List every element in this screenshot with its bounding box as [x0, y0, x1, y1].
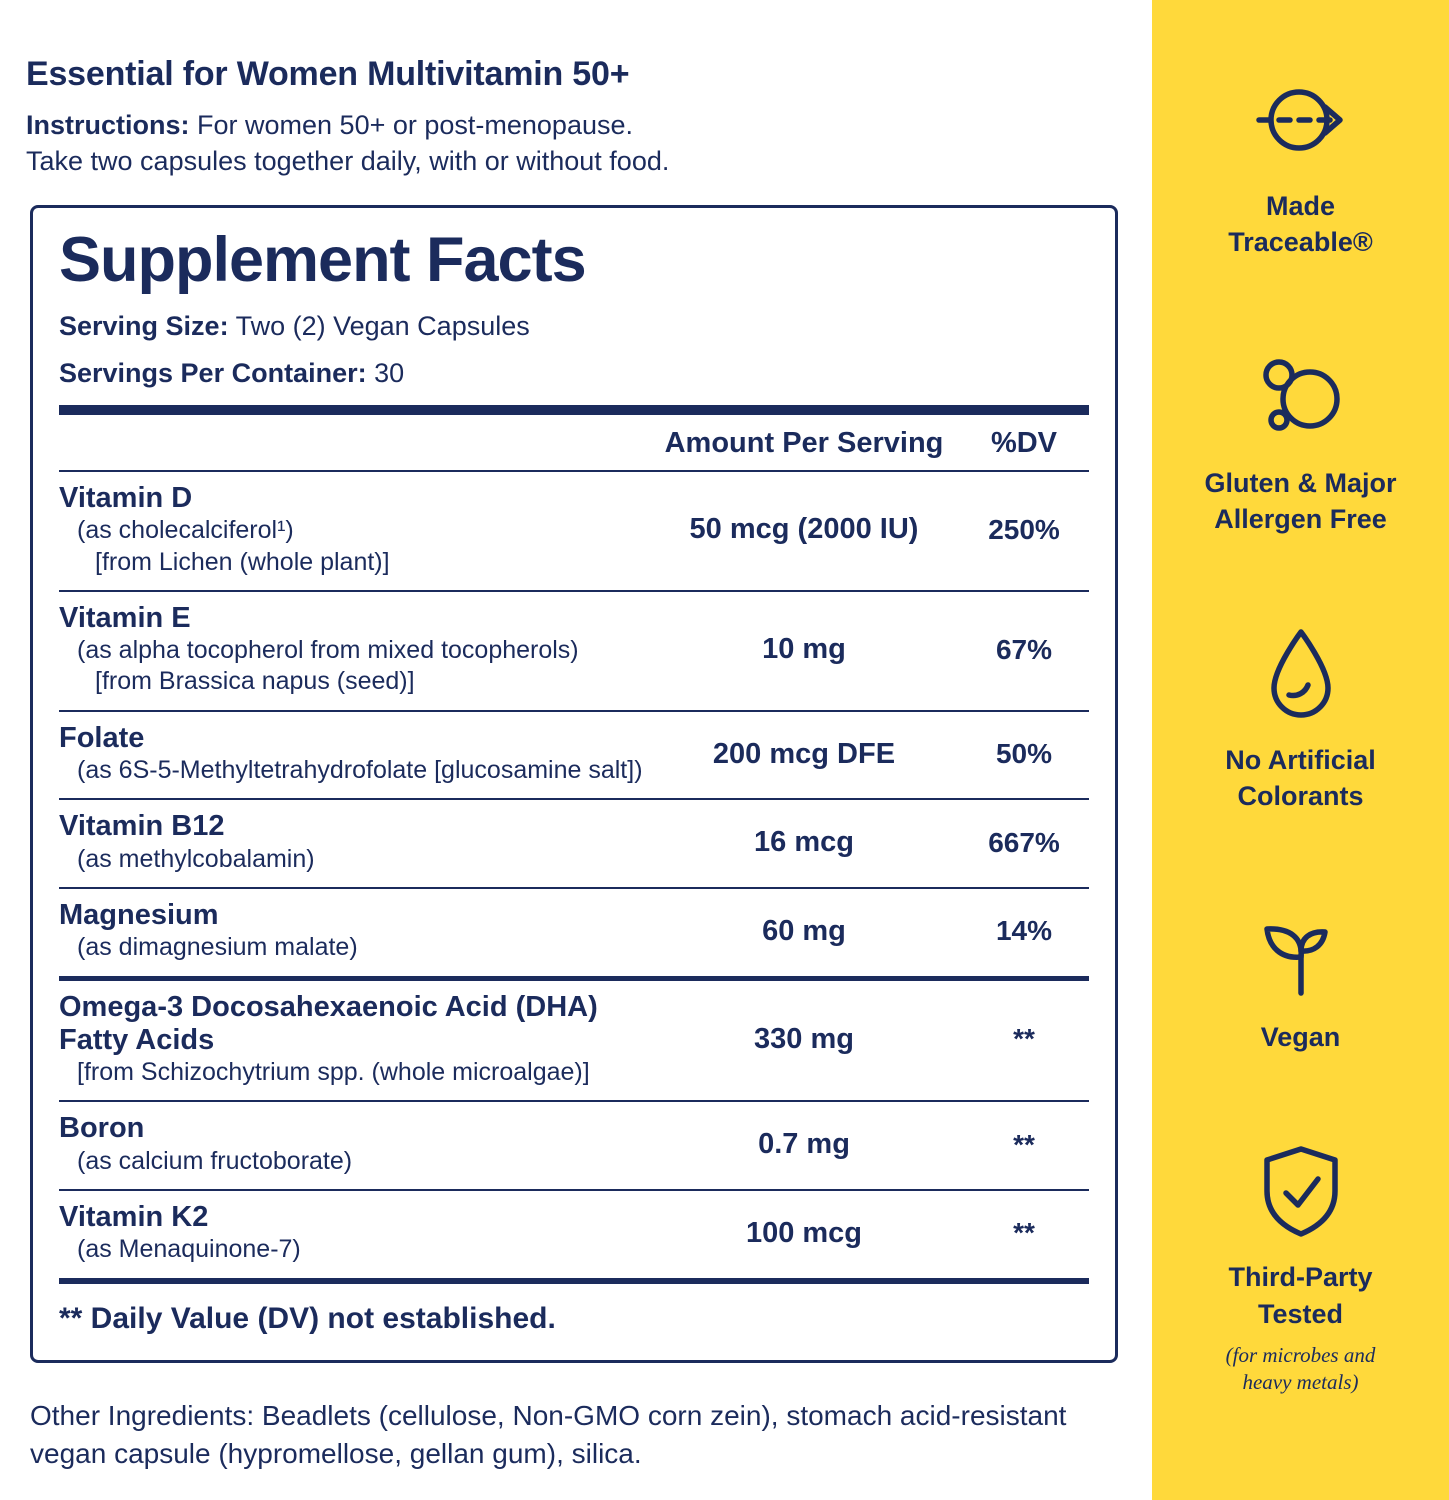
badge-note: (for microbes and heavy metals)	[1225, 1342, 1376, 1395]
amount-per-serving: 60 mg	[762, 914, 846, 947]
badge-made-traceable: Made Traceable®	[1196, 70, 1406, 261]
table-row: Vitamin E (as alpha tocopherol from mixe…	[59, 592, 1089, 712]
daily-value: **	[1013, 1217, 1035, 1249]
nutrient-name: Boron	[59, 1112, 145, 1145]
table-row: Vitamin D (as cholecalciferol¹) [from Li…	[59, 472, 1089, 592]
dv-footnote: ** Daily Value (DV) not established.	[59, 1301, 556, 1335]
nutrient-source: (as cholecalciferol¹)	[77, 516, 294, 545]
divider-thick-bar	[59, 405, 1089, 416]
nutrient-source: (as methylcobalamin)	[77, 844, 315, 873]
nutrient-name: Magnesium	[59, 898, 219, 931]
amount-per-serving: 10 mg	[762, 633, 846, 666]
serving-size-line: Serving Size: Two (2) Vegan Capsules	[59, 310, 1089, 342]
leaf-icon	[1251, 901, 1351, 1001]
nutrient-source: (as dimagnesium malate)	[77, 933, 358, 962]
table-row: Vitamin K2 (as Menaquinone-7) 100 mcg **	[59, 1191, 1089, 1284]
nutrient-info: Vitamin D (as cholecalciferol¹) [from Li…	[59, 482, 649, 578]
other-ingredients-text: Other Ingredients: Beadlets (cellulose, …	[30, 1399, 1067, 1470]
supplement-facts-title: Supplement Facts	[59, 225, 587, 296]
claims-sidebar: Made Traceable® Gluten & Major Allergen …	[1152, 0, 1449, 1500]
instructions-line1: For women 50+ or post-menopause.	[189, 110, 633, 140]
badge-label: Vegan	[1260, 1021, 1341, 1052]
daily-value: 14%	[995, 915, 1053, 947]
nutrient-origin: [from Lichen (whole plant)]	[95, 547, 390, 576]
amount-per-serving: 50 mcg (2000 IU)	[689, 513, 919, 546]
nutrient-source: (as 6S-5-Methyltetrahydrofolate [glucosa…	[77, 756, 643, 785]
nutrient-origin: [from Brassica napus (seed)]	[95, 667, 415, 696]
nutrient-name: Vitamin K2	[59, 1201, 209, 1234]
nutrient-name: Omega-3 Docosahexaenoic Acid (DHA) Fatty…	[59, 990, 598, 1056]
servings-per-container-line: Servings Per Container: 30	[59, 357, 1089, 389]
traceable-icon	[1251, 70, 1351, 170]
daily-value: 67%	[995, 633, 1053, 665]
table-row: Omega-3 Docosahexaenoic Acid (DHA) Fatty…	[59, 981, 1089, 1103]
badge-no-artificial-colorants: No Artificial Colorants	[1196, 624, 1406, 815]
nutrient-name: Folate	[59, 721, 145, 754]
amount-per-serving: 100 mcg	[745, 1216, 863, 1249]
badge-label: Third-Party Tested	[1228, 1262, 1373, 1329]
nutrient-info: Vitamin B12 (as methylcobalamin)	[59, 810, 649, 875]
facts-header-row: Amount Per Serving %DV	[59, 415, 1089, 473]
supplement-facts-panel: Supplement Facts Serving Size: Two (2) V…	[30, 205, 1118, 1363]
nutrient-name: Vitamin E	[59, 601, 191, 634]
badge-third-party-tested: Third-Party Tested (for microbes and hea…	[1196, 1141, 1406, 1396]
nutrient-source: (as alpha tocopherol from mixed tocopher…	[77, 636, 579, 665]
amount-per-serving: 16 mcg	[754, 826, 854, 859]
daily-value: **	[1013, 1128, 1035, 1160]
nutrient-name: Vitamin B12	[59, 810, 225, 843]
nutrient-info: Boron (as calcium fructoborate)	[59, 1112, 649, 1177]
table-row: Vitamin B12 (as methylcobalamin) 16 mcg …	[59, 800, 1089, 889]
badge-label: Gluten & Major Allergen Free	[1204, 467, 1397, 535]
instructions-text: Instructions: For women 50+ or post-meno…	[26, 108, 1132, 179]
main-content: Essential for Women Multivitamin 50+ Ins…	[26, 55, 1132, 1470]
amount-per-serving: 330 mg	[754, 1022, 854, 1055]
daily-value: 667%	[988, 826, 1060, 858]
column-header-amount: Amount Per Serving	[664, 427, 944, 460]
badge-label: Made Traceable®	[1228, 191, 1373, 258]
allergen-free-icon	[1251, 347, 1351, 447]
table-row: Magnesium (as dimagnesium malate) 60 mg …	[59, 889, 1089, 981]
instructions-label: Instructions:	[26, 110, 190, 140]
droplet-icon	[1251, 624, 1351, 724]
table-row: Folate (as 6S-5-Methyltetrahydrofolate […	[59, 712, 1089, 801]
daily-value: **	[1013, 1023, 1035, 1055]
badge-vegan: Vegan	[1196, 901, 1406, 1055]
servings-per-container-label: Servings Per Container:	[59, 357, 367, 388]
daily-value: 250%	[988, 513, 1060, 545]
nutrient-info: Omega-3 Docosahexaenoic Acid (DHA) Fatty…	[59, 991, 649, 1089]
nutrient-name: Vitamin D	[59, 482, 193, 515]
nutrient-info: Magnesium (as dimagnesium malate)	[59, 899, 649, 964]
badge-allergen-free: Gluten & Major Allergen Free	[1196, 347, 1406, 538]
serving-size-value: Two (2) Vegan Capsules	[228, 311, 530, 342]
instructions-line2: Take two capsules together daily, with o…	[26, 145, 670, 176]
nutrient-info: Folate (as 6S-5-Methyltetrahydrofolate […	[59, 722, 649, 787]
badge-label: No Artificial Colorants	[1225, 744, 1376, 812]
nutrient-info: Vitamin K2 (as Menaquinone-7)	[59, 1201, 649, 1266]
nutrient-source: (as Menaquinone-7)	[77, 1235, 301, 1264]
product-title: Essential for Women Multivitamin 50+	[26, 55, 630, 93]
nutrient-source: [from Schizochytrium spp. (whole microal…	[77, 1058, 590, 1087]
amount-per-serving: 0.7 mg	[758, 1128, 850, 1161]
shield-check-icon	[1251, 1141, 1351, 1241]
daily-value: 50%	[995, 738, 1053, 770]
nutrient-source: (as calcium fructoborate)	[77, 1146, 353, 1175]
servings-per-container-value: 30	[366, 357, 405, 388]
nutrient-info: Vitamin E (as alpha tocopherol from mixe…	[59, 602, 649, 698]
serving-size-label: Serving Size:	[59, 311, 229, 342]
amount-per-serving: 200 mcg DFE	[712, 737, 896, 770]
column-header-dv: %DV	[990, 427, 1058, 460]
table-row: Boron (as calcium fructoborate) 0.7 mg *…	[59, 1102, 1089, 1192]
